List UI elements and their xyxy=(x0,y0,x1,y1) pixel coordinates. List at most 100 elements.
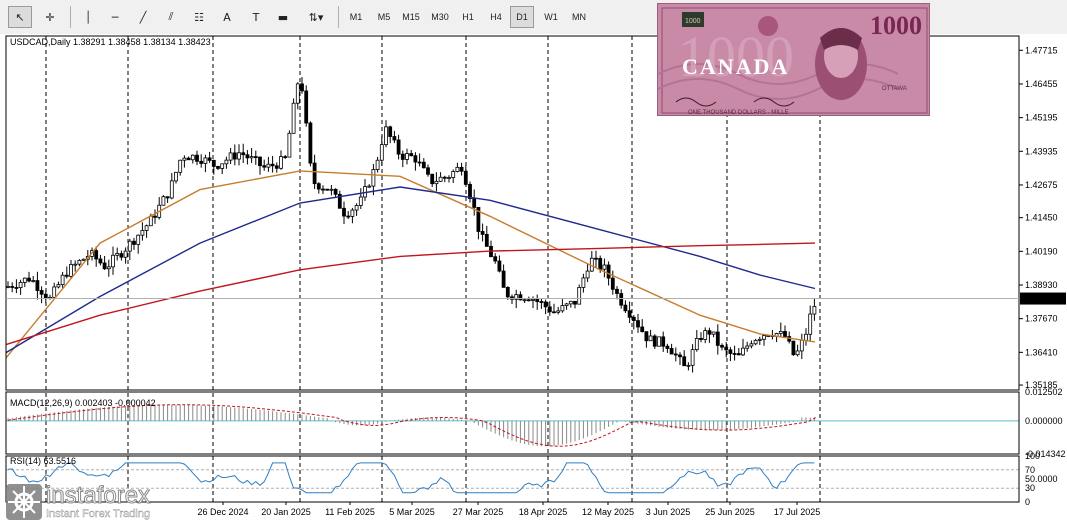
cursor-tool-button[interactable]: ↖ xyxy=(8,6,32,28)
candle-body xyxy=(333,188,338,195)
candle xyxy=(69,260,73,279)
candle xyxy=(283,155,288,160)
rectangle-tool-button[interactable]: ▬ xyxy=(272,6,294,28)
text-label-tool-button[interactable]: T xyxy=(246,6,266,28)
candle xyxy=(211,159,216,175)
candle xyxy=(174,171,178,184)
candle-body xyxy=(501,270,506,288)
horizontal-line-tool-button[interactable]: ─ xyxy=(104,6,126,28)
timeframe-m5-button[interactable]: M5 xyxy=(377,12,391,22)
candle-body xyxy=(665,345,670,349)
timeframe-m30-button[interactable]: M30 xyxy=(431,12,449,22)
trendline-tool-button[interactable]: ╱ xyxy=(132,6,154,28)
candle xyxy=(14,279,19,294)
ma-mid-line xyxy=(5,186,816,354)
candle-body xyxy=(585,270,590,279)
timeframe-w1-button[interactable]: W1 xyxy=(544,12,558,22)
candle xyxy=(165,196,170,203)
rsi-plot-frame xyxy=(5,455,1020,503)
candle-body xyxy=(468,184,472,199)
candle xyxy=(736,347,741,356)
watermark-brand: instaforex xyxy=(45,482,151,509)
candle xyxy=(144,224,149,238)
timeframe-mn-button[interactable]: MN xyxy=(572,12,586,22)
timeframe-d1-button[interactable]: D1 xyxy=(510,6,534,28)
crosshair-tool-button[interactable]: ✛ xyxy=(38,6,62,28)
candle xyxy=(715,324,720,355)
text-tool-button[interactable]: A xyxy=(216,6,238,28)
candle xyxy=(741,338,745,356)
candle-body xyxy=(224,159,229,165)
candle-body xyxy=(144,225,149,231)
candle-body xyxy=(10,286,15,288)
candle-body xyxy=(56,284,61,288)
chart-window: 0.012502 0.000000 -0.014342 100 7050.000030… xyxy=(0,34,1067,527)
candle-body xyxy=(392,136,397,141)
candle-body xyxy=(619,293,624,306)
timeframe-h1-button[interactable]: H1 xyxy=(462,12,474,22)
timeframe-h4-button[interactable]: H4 xyxy=(490,12,502,22)
candle xyxy=(81,258,86,261)
hologram-patch xyxy=(682,12,704,27)
candle-body xyxy=(249,156,254,159)
candle xyxy=(762,334,766,346)
candle xyxy=(266,156,271,172)
candle-body xyxy=(405,153,409,160)
vertical-line-icon: │ xyxy=(84,10,92,24)
candle-body xyxy=(703,330,708,340)
channel-tool-button[interactable]: ⫽ xyxy=(160,6,182,28)
candle-body xyxy=(778,331,783,334)
candle xyxy=(169,172,174,200)
text-label-icon: T xyxy=(252,10,260,24)
candle xyxy=(610,270,615,295)
vertical-line-tool-button[interactable]: │ xyxy=(78,6,98,28)
fibonacci-tool-button[interactable]: ☷ xyxy=(188,6,210,28)
timeframe-m1-button[interactable]: M1 xyxy=(349,12,363,22)
svg-text:ONE THOUSAND DOLLARS · MILLE: ONE THOUSAND DOLLARS · MILLE xyxy=(688,110,789,116)
price-tick-label: 1.47715 xyxy=(1025,45,1058,55)
candle xyxy=(699,332,703,343)
date-label: 12 May 2025 xyxy=(582,507,634,517)
rsi-line xyxy=(7,462,815,494)
instaforex-logo-icon xyxy=(6,484,42,520)
candle-body xyxy=(379,144,384,161)
horizontal-line-icon: ─ xyxy=(111,10,119,24)
price-tick-label: 1.37670 xyxy=(1025,314,1058,324)
candle xyxy=(52,282,57,300)
candle-body xyxy=(623,304,628,312)
candle-body xyxy=(102,262,107,270)
candle-body xyxy=(354,205,359,211)
candle-body xyxy=(581,277,586,288)
candle-body xyxy=(514,294,519,300)
candle-body xyxy=(174,171,178,182)
candle xyxy=(216,165,220,171)
timeframe-m15-button[interactable]: M15 xyxy=(402,12,420,22)
candle xyxy=(43,290,48,304)
candle xyxy=(669,343,674,355)
candle xyxy=(447,175,451,183)
candle-body xyxy=(686,364,691,367)
candle-body xyxy=(31,280,36,282)
candle-body xyxy=(337,193,342,209)
candle xyxy=(526,296,531,302)
candle-body xyxy=(400,153,405,160)
candle xyxy=(573,300,577,309)
candle-body xyxy=(165,196,170,199)
candle-body xyxy=(178,159,183,173)
candle xyxy=(480,223,485,242)
candle xyxy=(690,344,695,373)
candle-body xyxy=(329,188,334,191)
candle xyxy=(421,158,426,169)
candle-body xyxy=(300,83,304,92)
candle xyxy=(434,172,439,192)
price-tick-label: 1.40190 xyxy=(1025,246,1058,256)
candle-body xyxy=(476,206,481,232)
candle-body xyxy=(673,353,678,356)
candle xyxy=(127,238,132,261)
candle xyxy=(224,156,229,169)
candle-body xyxy=(795,350,800,356)
candle-body xyxy=(64,274,69,277)
candle xyxy=(665,343,670,353)
price-tick-label: 1.35185 xyxy=(1025,380,1058,390)
arrows-tool-button[interactable]: ⇅▾ xyxy=(300,6,332,28)
